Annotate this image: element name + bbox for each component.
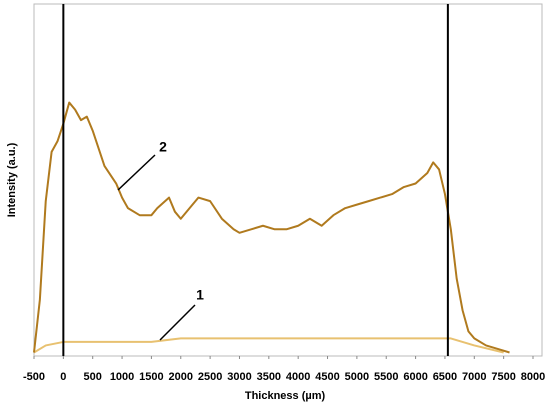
x-tick-label: 0 xyxy=(60,371,66,383)
series-line xyxy=(33,337,504,354)
x-tick-label: 4500 xyxy=(315,371,339,383)
x-tick-label: 500 xyxy=(84,371,102,383)
x-tick-label: 6000 xyxy=(403,371,427,383)
x-tick-label: 8000 xyxy=(521,371,545,383)
x-tick-label: 7000 xyxy=(462,371,486,383)
x-tick-label: 7500 xyxy=(491,371,515,383)
series-line xyxy=(33,101,510,354)
x-tick-label: 3000 xyxy=(227,371,251,383)
x-tick-label: 1000 xyxy=(110,371,134,383)
x-tick-label: -500 xyxy=(23,371,45,383)
x-tick-label: 6500 xyxy=(433,371,457,383)
annotation-pointer xyxy=(159,304,196,341)
x-tick-label: 5000 xyxy=(345,371,369,383)
x-tick-label: 1500 xyxy=(139,371,163,383)
y-axis-label: Intensity (a.u.) xyxy=(6,142,18,217)
annotation: 2 xyxy=(159,139,167,155)
annotation-pointer xyxy=(117,154,156,191)
x-tick-label: 5500 xyxy=(374,371,398,383)
x-tick-label: 2500 xyxy=(198,371,222,383)
x-axis-label: Thickness (µm) xyxy=(245,390,326,402)
x-tick-label: 4000 xyxy=(286,371,310,383)
annotation: 1 xyxy=(196,287,204,303)
x-tick-label: 2000 xyxy=(169,371,193,383)
plot-frame xyxy=(33,3,543,357)
x-tick-label: 3500 xyxy=(257,371,281,383)
